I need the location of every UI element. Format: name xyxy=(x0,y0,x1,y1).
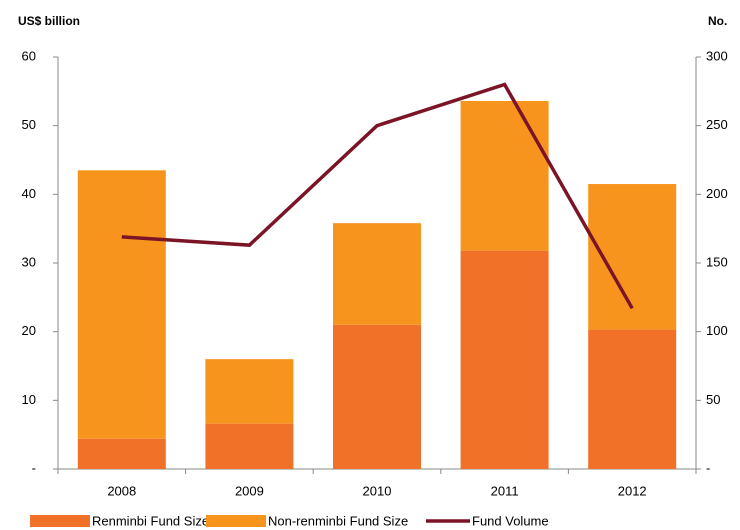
bar xyxy=(460,250,549,469)
legend-label: Non-renminbi Fund Size xyxy=(268,513,408,528)
x-tick-label: 2011 xyxy=(491,483,519,498)
y2-axis-label: No. xyxy=(708,14,727,28)
line xyxy=(121,82,634,310)
bar xyxy=(588,329,677,469)
y2-tick-label: 300 xyxy=(706,48,728,63)
y2-tick-label: 200 xyxy=(706,186,728,201)
x-tick-label: 2008 xyxy=(107,483,136,498)
y2-tick-label: 250 xyxy=(706,117,728,132)
x-tick-label: 2012 xyxy=(618,483,647,498)
bar xyxy=(77,170,166,439)
y2-tick-label: 50 xyxy=(706,392,720,407)
bar xyxy=(205,359,294,424)
y-tick-label: 50 xyxy=(22,117,36,132)
bar xyxy=(333,324,421,469)
y-tick-label: 30 xyxy=(22,254,36,269)
y-tick-label: - xyxy=(32,460,36,475)
y-tick-label: 20 xyxy=(22,323,36,338)
bar xyxy=(333,223,421,325)
legend-label: Fund Volume xyxy=(472,513,549,528)
y-axis-label: US$ billion xyxy=(18,14,80,28)
bar xyxy=(460,100,549,251)
x-tick-label: 2009 xyxy=(235,483,264,498)
bar xyxy=(77,438,166,469)
y2-tick-label: 150 xyxy=(706,254,728,269)
legend-label: Renminbi Fund Size xyxy=(92,513,209,528)
x-tick-label: 2010 xyxy=(363,483,392,498)
y2-tick-label: - xyxy=(706,460,710,475)
legend-swatch xyxy=(206,515,266,527)
y2-tick-label: 100 xyxy=(706,323,728,338)
y-tick-label: 10 xyxy=(22,392,36,407)
y-tick-label: 40 xyxy=(22,186,36,201)
legend-swatch xyxy=(30,515,90,527)
bar xyxy=(205,423,294,469)
y-tick-label: 60 xyxy=(22,48,36,63)
